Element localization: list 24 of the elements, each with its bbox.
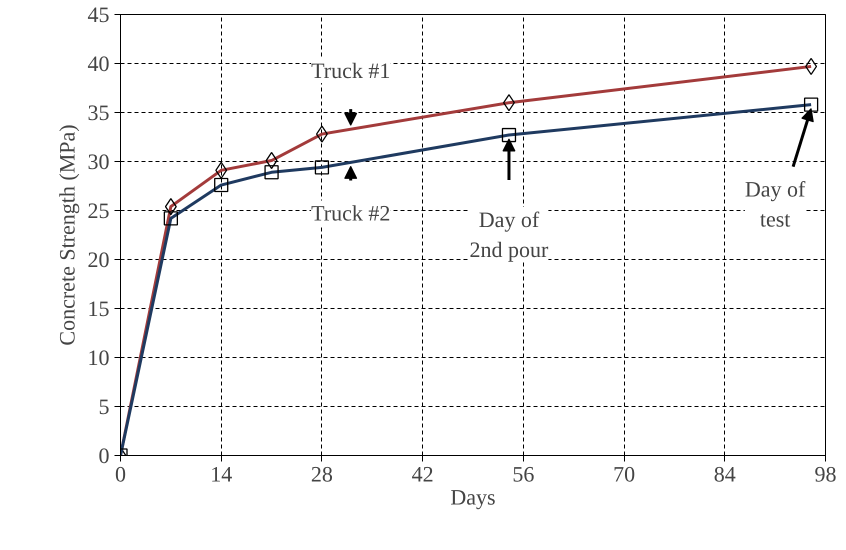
y-tick-label: 30 bbox=[88, 149, 110, 174]
annotation: Truck #1 bbox=[311, 58, 390, 84]
y-tick-label: 0 bbox=[98, 443, 110, 468]
x-tick-label: 70 bbox=[613, 462, 636, 486]
x-tick-label: 42 bbox=[412, 462, 434, 486]
y-tick-label: 5 bbox=[98, 394, 110, 419]
y-tick-label: 10 bbox=[88, 345, 110, 370]
y-tick-label: 20 bbox=[88, 247, 110, 272]
annotation: Truck #2 bbox=[311, 200, 390, 226]
y-tick-label: 15 bbox=[88, 296, 110, 321]
annotation: Day of test bbox=[744, 176, 806, 232]
x-tick-label: 28 bbox=[310, 462, 333, 486]
y-tick-label: 45 bbox=[88, 2, 110, 27]
x-tick-label: 0 bbox=[115, 462, 126, 486]
y-tick-label: 35 bbox=[88, 100, 110, 125]
x-tick-label: 56 bbox=[512, 462, 534, 486]
y-axis-title: Concrete Strength (MPa) bbox=[54, 124, 80, 346]
y-tick-label: 40 bbox=[88, 51, 110, 76]
y-tick-label: 25 bbox=[88, 198, 110, 223]
x-axis-title: Days bbox=[450, 484, 496, 510]
annotation: Day of 2nd pour bbox=[470, 207, 550, 262]
x-tick-label: 84 bbox=[714, 462, 736, 486]
x-tick-label: 14 bbox=[210, 462, 232, 486]
x-tick-label: 98 bbox=[814, 462, 836, 486]
